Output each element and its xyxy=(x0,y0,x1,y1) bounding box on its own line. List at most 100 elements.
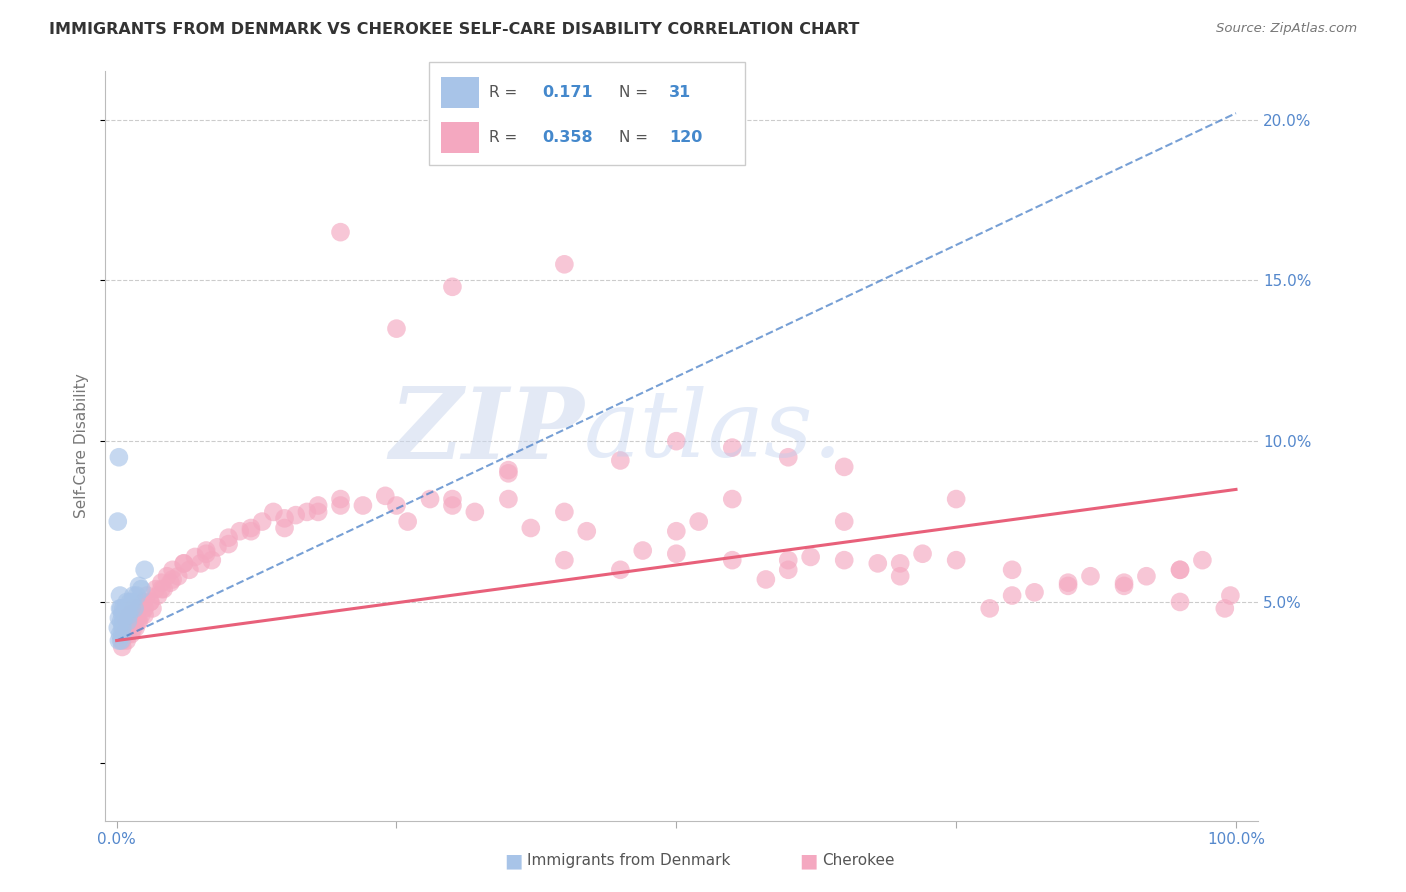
Point xyxy=(115,633,138,648)
Point xyxy=(218,531,240,545)
Point xyxy=(139,595,162,609)
FancyBboxPatch shape xyxy=(441,122,479,153)
Point xyxy=(239,521,262,535)
Point xyxy=(128,614,150,628)
Text: ZIP: ZIP xyxy=(389,383,583,479)
Point xyxy=(111,607,134,622)
Point xyxy=(122,601,145,615)
Point xyxy=(800,549,823,564)
Point xyxy=(1112,579,1135,593)
Point xyxy=(195,547,218,561)
Point xyxy=(778,563,800,577)
Point xyxy=(1191,553,1213,567)
Point xyxy=(114,601,136,615)
Point xyxy=(665,547,688,561)
Text: R =: R = xyxy=(489,130,522,145)
Point xyxy=(329,491,352,506)
Point xyxy=(1168,563,1191,577)
Point xyxy=(239,524,262,539)
Point xyxy=(889,557,911,571)
Point xyxy=(124,601,146,615)
Point xyxy=(498,467,520,481)
Point xyxy=(110,633,132,648)
Point xyxy=(218,537,240,551)
Point xyxy=(721,491,744,506)
Point xyxy=(114,627,136,641)
Point xyxy=(124,621,146,635)
Point xyxy=(889,569,911,583)
Point xyxy=(575,524,598,539)
Point xyxy=(127,614,149,628)
Point xyxy=(173,557,195,571)
Text: Cherokee: Cherokee xyxy=(823,854,896,868)
Point xyxy=(1080,569,1102,583)
Point xyxy=(273,521,295,535)
Point xyxy=(107,515,129,529)
Point xyxy=(117,614,139,628)
Point xyxy=(128,601,150,615)
Point xyxy=(152,582,174,596)
Point xyxy=(167,569,190,583)
Point xyxy=(128,579,150,593)
Point xyxy=(120,607,142,622)
FancyBboxPatch shape xyxy=(429,62,745,165)
Point xyxy=(1213,601,1236,615)
Point xyxy=(108,601,131,615)
Point xyxy=(107,621,129,635)
Point xyxy=(112,601,135,615)
Point xyxy=(441,280,464,294)
Text: 31: 31 xyxy=(669,85,692,100)
Point xyxy=(190,557,212,571)
Point xyxy=(108,450,131,465)
Point xyxy=(108,611,131,625)
Point xyxy=(352,499,374,513)
Point xyxy=(110,601,132,615)
Point xyxy=(1168,563,1191,577)
Point xyxy=(122,621,145,635)
Point xyxy=(1219,589,1241,603)
Point xyxy=(778,450,800,465)
Text: Immigrants from Denmark: Immigrants from Denmark xyxy=(527,854,731,868)
Point xyxy=(419,491,441,506)
Point xyxy=(162,573,184,587)
Point xyxy=(464,505,486,519)
Point xyxy=(179,563,201,577)
Point xyxy=(207,541,229,555)
Point xyxy=(609,453,631,467)
Point xyxy=(441,491,464,506)
Point xyxy=(520,521,543,535)
Point xyxy=(125,607,148,622)
Point xyxy=(173,557,195,571)
Text: ■: ■ xyxy=(503,851,523,871)
Point xyxy=(120,601,142,615)
Text: 0.358: 0.358 xyxy=(543,130,593,145)
Point xyxy=(118,621,141,635)
Text: N =: N = xyxy=(619,130,652,145)
Point xyxy=(162,563,184,577)
Point xyxy=(498,491,520,506)
Point xyxy=(295,505,318,519)
Point xyxy=(755,573,778,587)
Point xyxy=(108,589,131,603)
Point xyxy=(374,489,396,503)
Point xyxy=(832,515,855,529)
Point xyxy=(112,614,135,628)
Point xyxy=(139,595,162,609)
Point xyxy=(111,621,134,635)
Point xyxy=(114,611,136,625)
Point xyxy=(108,633,131,648)
Point xyxy=(146,589,169,603)
Point xyxy=(553,553,575,567)
Point xyxy=(631,543,654,558)
Point xyxy=(117,605,139,619)
Point xyxy=(110,614,132,628)
Point xyxy=(114,607,136,622)
Text: IMMIGRANTS FROM DENMARK VS CHEROKEE SELF-CARE DISABILITY CORRELATION CHART: IMMIGRANTS FROM DENMARK VS CHEROKEE SELF… xyxy=(49,22,859,37)
Point xyxy=(1001,589,1024,603)
Text: R =: R = xyxy=(489,85,522,100)
Point xyxy=(135,589,157,603)
Point xyxy=(117,614,139,628)
Point xyxy=(778,553,800,567)
Point xyxy=(385,499,408,513)
Text: Source: ZipAtlas.com: Source: ZipAtlas.com xyxy=(1216,22,1357,36)
